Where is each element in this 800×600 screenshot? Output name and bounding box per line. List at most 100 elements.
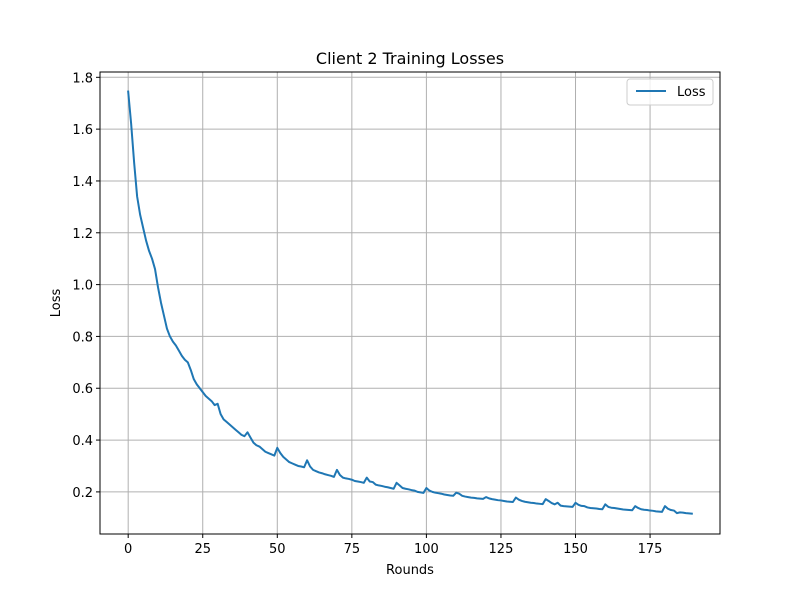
- data-point: [294, 464, 296, 466]
- data-point: [229, 424, 231, 426]
- data-point: [530, 502, 532, 504]
- data-point: [577, 504, 579, 506]
- data-point: [566, 505, 568, 507]
- data-point: [598, 508, 600, 510]
- data-point: [369, 481, 371, 483]
- data-point: [491, 498, 493, 500]
- data-point: [327, 474, 329, 476]
- data-point: [652, 510, 654, 512]
- data-point: [691, 513, 693, 515]
- data-point: [217, 403, 219, 405]
- x-tick-label: 25: [194, 542, 211, 557]
- data-point: [521, 500, 523, 502]
- x-tick-label: 0: [124, 542, 132, 557]
- data-point: [285, 459, 287, 461]
- data-point: [664, 505, 666, 507]
- data-point: [500, 499, 502, 501]
- x-tick-label: 50: [269, 542, 286, 557]
- data-point: [190, 369, 192, 371]
- data-point: [136, 196, 138, 198]
- data-point: [646, 509, 648, 511]
- data-point: [619, 508, 621, 510]
- data-point: [187, 361, 189, 363]
- data-point: [449, 495, 451, 497]
- data-point: [243, 435, 245, 437]
- data-point: [473, 497, 475, 499]
- data-point: [402, 487, 404, 489]
- data-point: [682, 512, 684, 514]
- plot-area: [100, 72, 720, 534]
- data-point: [405, 488, 407, 490]
- data-point: [613, 507, 615, 509]
- data-point: [413, 490, 415, 492]
- data-point: [616, 507, 618, 509]
- data-point: [637, 507, 639, 509]
- x-axis-ticks: 0 25 50 75 100 125 150 175: [124, 534, 662, 557]
- data-point: [169, 335, 171, 337]
- data-point: [676, 512, 678, 514]
- data-point: [148, 250, 150, 252]
- data-point: [220, 413, 222, 415]
- data-point: [679, 511, 681, 513]
- data-point: [160, 302, 162, 304]
- data-point: [375, 484, 377, 486]
- data-point: [178, 350, 180, 352]
- data-point: [226, 421, 228, 423]
- data-point: [139, 214, 141, 216]
- data-point: [235, 429, 237, 431]
- data-point: [208, 398, 210, 400]
- data-point: [554, 503, 556, 505]
- y-axis-ticks: 0.2 0.4 0.6 0.8 1.0 1.2 1.4 1.6 1.8: [72, 71, 100, 501]
- data-point: [545, 498, 547, 500]
- data-point: [261, 448, 263, 450]
- data-point: [378, 484, 380, 486]
- x-tick-label: 175: [638, 542, 663, 557]
- data-point: [303, 466, 305, 468]
- data-point: [199, 387, 201, 389]
- data-point: [428, 490, 430, 492]
- data-point: [536, 503, 538, 505]
- data-point: [393, 488, 395, 490]
- x-axis-label: Rounds: [386, 563, 434, 578]
- data-point: [476, 497, 478, 499]
- data-point: [181, 355, 183, 357]
- legend-label-loss: Loss: [677, 85, 706, 100]
- data-point: [467, 496, 469, 498]
- data-point: [238, 431, 240, 433]
- data-point: [509, 501, 511, 503]
- data-point: [133, 162, 135, 164]
- data-point: [503, 500, 505, 502]
- data-point: [658, 511, 660, 513]
- data-point: [324, 473, 326, 475]
- legend: Loss: [626, 78, 714, 106]
- data-point: [688, 512, 690, 514]
- data-point: [300, 466, 302, 468]
- data-point: [342, 477, 344, 479]
- data-point: [366, 477, 368, 479]
- data-point: [419, 491, 421, 493]
- x-tick-label: 150: [563, 542, 588, 557]
- data-point: [264, 451, 266, 453]
- data-point: [551, 502, 553, 504]
- x-tick-label: 100: [414, 542, 439, 557]
- data-point: [127, 91, 129, 93]
- data-point: [372, 481, 374, 483]
- data-point: [443, 493, 445, 495]
- data-point: [282, 456, 284, 458]
- data-point: [670, 509, 672, 511]
- data-point: [288, 461, 290, 463]
- data-point: [610, 507, 612, 509]
- y-axis-label: Loss: [49, 289, 64, 318]
- data-point: [306, 459, 308, 461]
- data-point: [193, 378, 195, 380]
- data-point: [589, 507, 591, 509]
- data-point: [142, 227, 144, 229]
- data-point: [252, 442, 254, 444]
- data-point: [583, 505, 585, 507]
- data-point: [241, 434, 243, 436]
- data-point: [625, 509, 627, 511]
- data-point: [321, 472, 323, 474]
- series-group: [127, 90, 693, 515]
- data-point: [202, 391, 204, 393]
